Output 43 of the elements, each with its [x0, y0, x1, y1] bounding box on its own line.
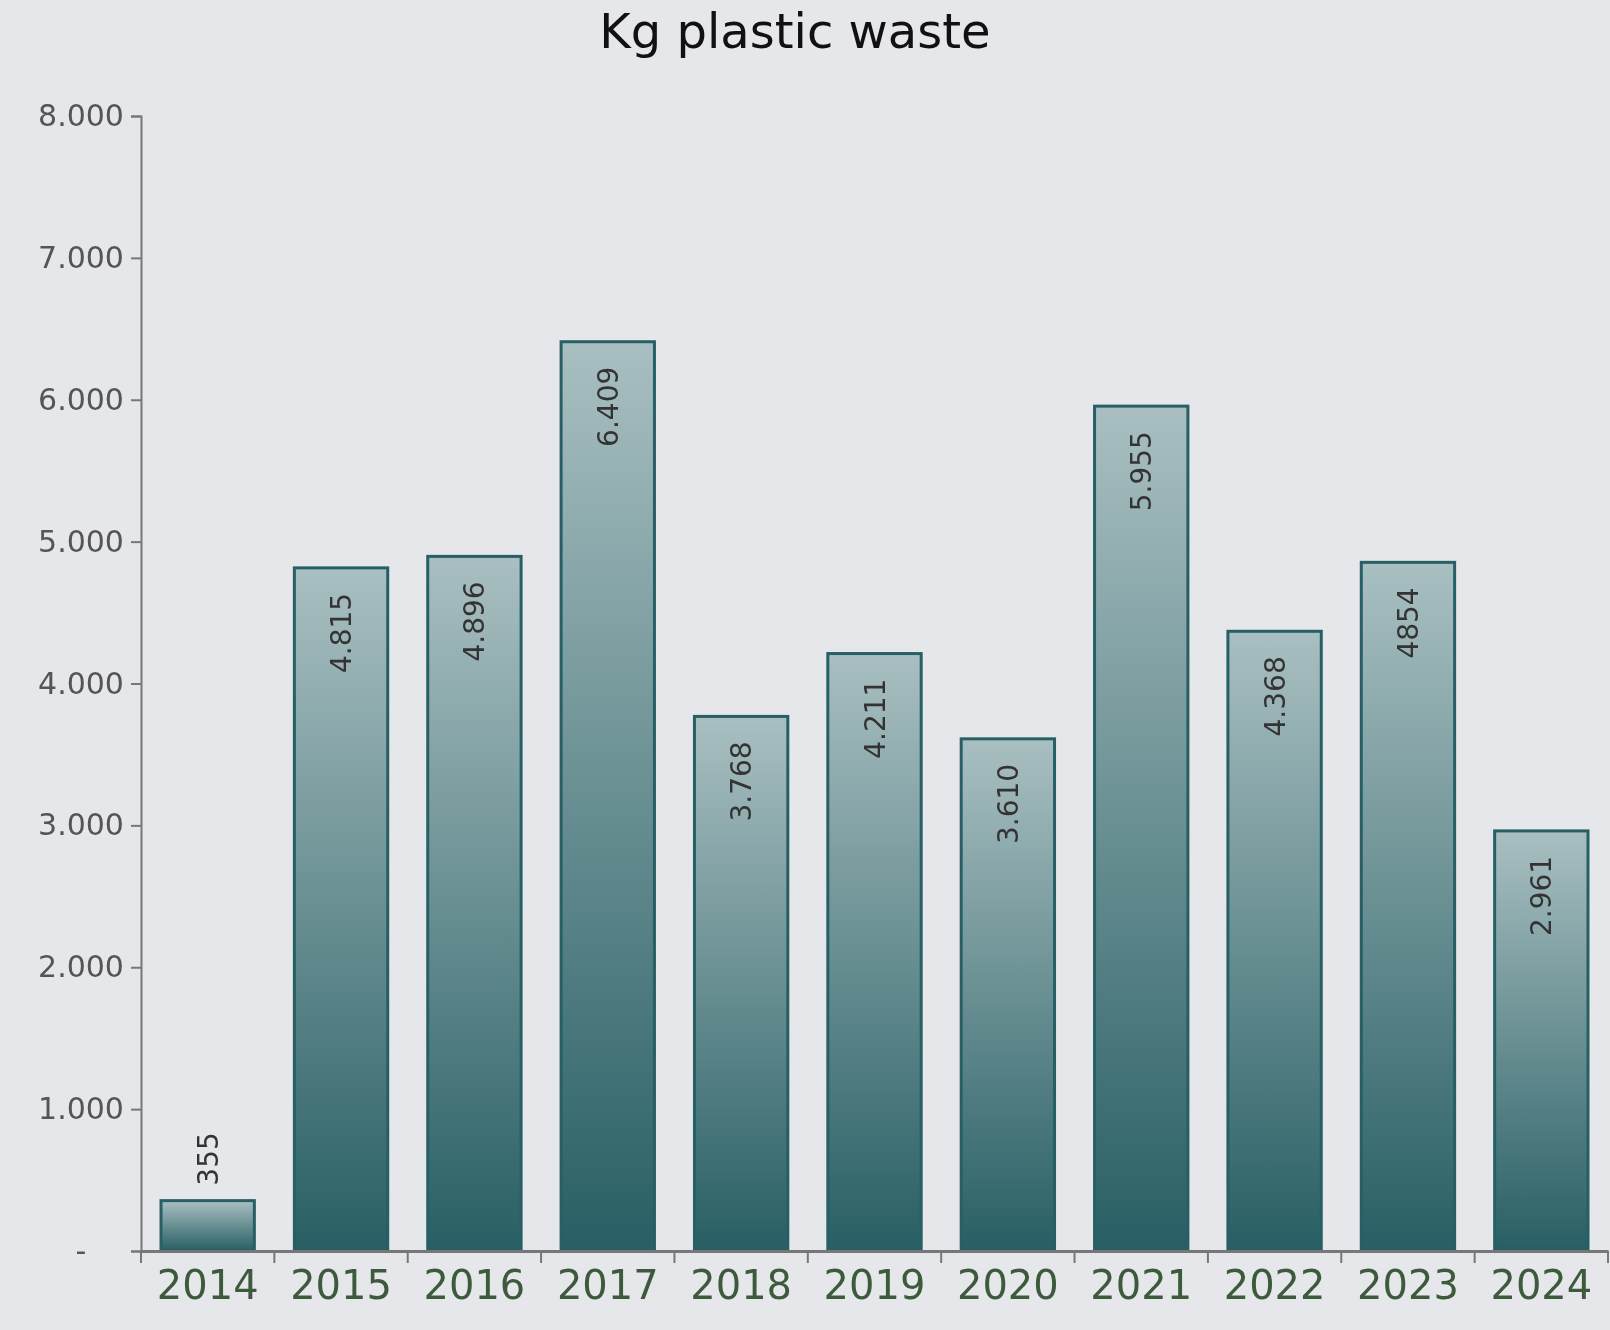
- y-tick-label: 4.000: [38, 665, 124, 701]
- bar: [959, 737, 1057, 1253]
- x-tick-label: 2017: [556, 1262, 659, 1309]
- data-label: 3.610: [991, 763, 1025, 844]
- data-label: 4.211: [858, 678, 892, 759]
- data-label: 355: [191, 1132, 225, 1186]
- bar: [826, 652, 923, 1253]
- data-label: 5.955: [1125, 431, 1159, 512]
- bar: [292, 566, 390, 1253]
- x-tick-label: 2021: [1090, 1262, 1193, 1309]
- data-label: 6.409: [591, 366, 625, 447]
- y-tick-label: 6.000: [38, 381, 124, 417]
- bar: [1493, 829, 1590, 1253]
- x-tick-label: 2020: [956, 1262, 1059, 1309]
- bar: [692, 714, 790, 1253]
- data-label: 4.896: [458, 581, 492, 662]
- y-tick-label: 3.000: [38, 807, 124, 843]
- bar: [559, 340, 656, 1253]
- y-tick-label: 2.000: [38, 949, 124, 985]
- y-tick-label: 8.000: [38, 98, 124, 134]
- y-tick-label: 7.000: [38, 239, 124, 275]
- x-tick-label: 2022: [1223, 1262, 1326, 1309]
- y-tick-label: 5.000: [38, 523, 124, 559]
- x-tick-label: 2018: [690, 1262, 793, 1309]
- x-tick-label: 2024: [1490, 1262, 1593, 1309]
- x-tick-label: 2014: [156, 1262, 259, 1309]
- bar: [426, 554, 523, 1253]
- x-tick-label: 2023: [1357, 1262, 1459, 1309]
- bar: [1226, 629, 1323, 1253]
- data-label: 2.961: [1525, 855, 1559, 937]
- data-label: 4854: [1391, 587, 1425, 659]
- bar: [1093, 404, 1190, 1253]
- bar: [159, 1199, 256, 1253]
- data-label: 4.815: [325, 592, 359, 674]
- data-label: 3.768: [725, 741, 759, 822]
- x-tick-label: 2019: [823, 1262, 926, 1309]
- y-tick-label: 1.000: [38, 1091, 124, 1127]
- data-label: 4.368: [1258, 656, 1292, 737]
- x-tick-label: 2016: [423, 1262, 526, 1309]
- x-tick-label: 2015: [290, 1262, 392, 1309]
- y-tick-label: -: [75, 1233, 87, 1269]
- bar: [1359, 560, 1457, 1253]
- chart-title: Kg plastic waste: [599, 3, 991, 59]
